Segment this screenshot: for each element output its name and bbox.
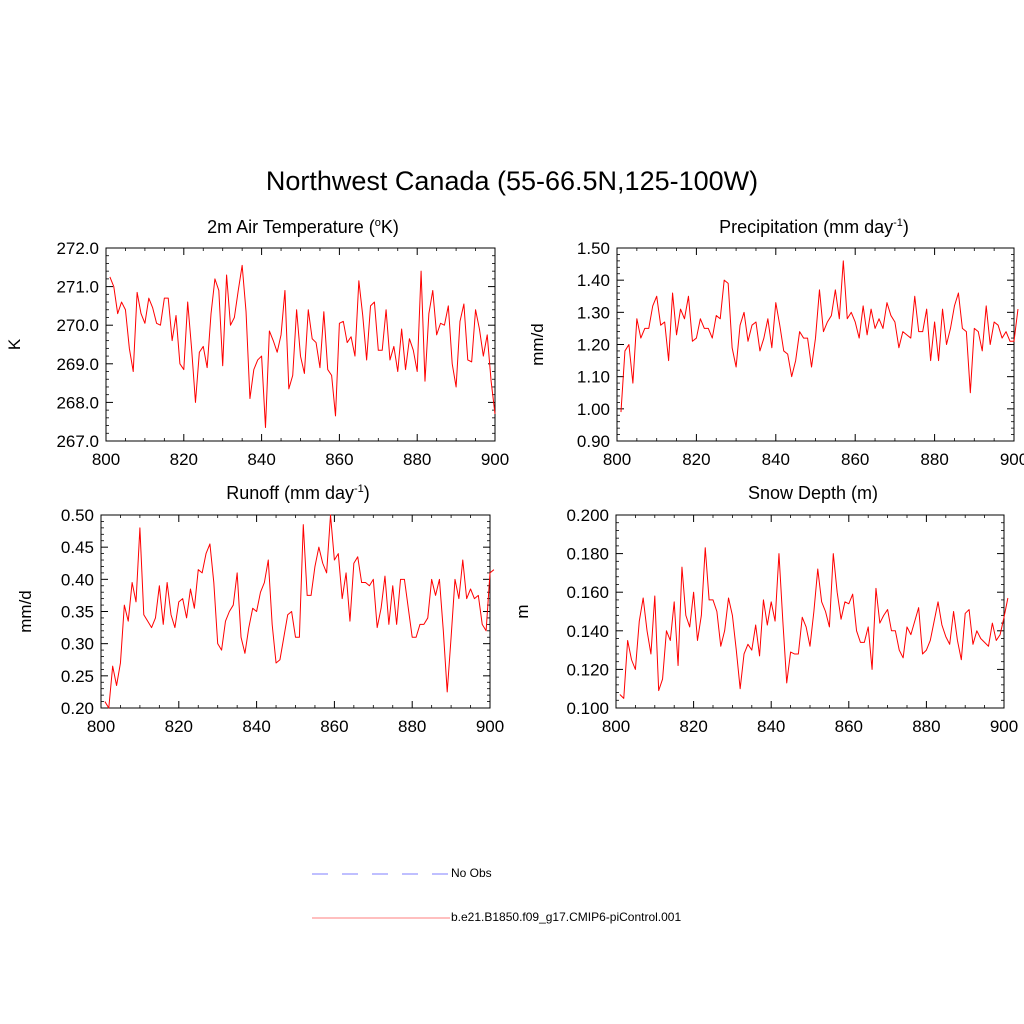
panel-2-x-tick-label: 860 xyxy=(841,450,869,469)
panel-1-y-tick-label: 271.0 xyxy=(56,278,99,297)
panel-4-series-line-0 xyxy=(619,547,1009,699)
panel-2-y-tick-label: 1.30 xyxy=(577,303,610,322)
panel-3-x-tick-label: 800 xyxy=(87,717,115,736)
panel-2-y-tick-label: 1.50 xyxy=(577,239,610,258)
panel-3-y-tick-label: 0.30 xyxy=(61,635,94,654)
panel-2-title-end: ) xyxy=(902,217,909,237)
panel-1-y-tick-label: 267.0 xyxy=(56,432,99,451)
panel-2-x-tick-label: 820 xyxy=(682,450,710,469)
panel-1-frame xyxy=(105,247,496,442)
panel-2-x-tick-label: 840 xyxy=(762,450,790,469)
panel-2-y-tick-label: 1.10 xyxy=(577,368,610,387)
panel-1-x-tick-label: 900 xyxy=(481,450,509,469)
panel-4-x-tick-label: 840 xyxy=(757,717,785,736)
panel-2-title-main: Precipitation (mm day xyxy=(719,217,894,237)
panel-4-y-tick-label: 0.180 xyxy=(566,545,609,564)
legend-entry-obs: No Obs xyxy=(312,864,732,884)
panel-3-title-end: ) xyxy=(363,483,370,503)
panel-1-x-tick-label: 860 xyxy=(325,450,353,469)
panel-3-y-tick-label: 0.35 xyxy=(61,603,94,622)
panel-4-title-main: Snow Depth (m) xyxy=(747,483,879,503)
panel-2-frame xyxy=(616,247,1015,442)
legend-entry-model: b.e21.B1850.f09_g17.CMIP6-piControl.001 xyxy=(312,908,732,928)
panel-4-x-tick-label: 880 xyxy=(912,717,940,736)
panel-2-y-tick-label: 0.90 xyxy=(577,432,610,451)
legend-label-model: b.e21.B1850.f09_g17.CMIP6-piControl.001 xyxy=(451,910,682,924)
panel-3-y-tick-label: 0.25 xyxy=(61,667,94,686)
panel-1-x-tick-label: 880 xyxy=(403,450,431,469)
panel-1-y-tick-label: 270.0 xyxy=(56,316,99,335)
panel-4-frame xyxy=(615,514,1005,709)
panel-4-y-axis-label: m xyxy=(513,604,532,618)
panel-4-x-tick-label: 820 xyxy=(679,717,707,736)
panel-2-series-line-0 xyxy=(620,260,1019,413)
panel-1-x-tick-label: 800 xyxy=(92,450,120,469)
panel-3-title-main: Runoff (mm day xyxy=(226,483,354,503)
panel-3-x-tick-label: 840 xyxy=(242,717,270,736)
panel-1-series-line-0 xyxy=(109,264,496,428)
panel-2-x-tick-label: 900 xyxy=(1000,450,1024,469)
panel-2-title-sup: -1 xyxy=(893,217,903,229)
panel-2-x-tick-label: 880 xyxy=(920,450,948,469)
panel-2-x-tick-label: 800 xyxy=(603,450,631,469)
panel-4-y-tick-label: 0.200 xyxy=(566,506,609,525)
panel-4-x-tick-label: 900 xyxy=(990,717,1018,736)
panel-4-y-tick-label: 0.160 xyxy=(566,583,609,602)
panel-4-x-tick-label: 860 xyxy=(835,717,863,736)
panel-4-y-tick-label: 0.100 xyxy=(566,699,609,718)
panel-1-title-main: 2m Air Temperature ( xyxy=(207,217,375,237)
panel-4-y-tick-label: 0.120 xyxy=(566,660,609,679)
panel-3-series-line-0 xyxy=(104,514,495,709)
panel-1-y-axis-label: K xyxy=(5,338,24,350)
panel-2-y-axis-label: mm/d xyxy=(528,323,547,366)
panel-1-title-sup: o xyxy=(374,217,381,229)
legend-line-dashed xyxy=(312,873,450,875)
panel-1-y-tick-label: 268.0 xyxy=(56,393,99,412)
panel-1-title-end: K) xyxy=(380,217,399,237)
panel-3-y-tick-label: 0.45 xyxy=(61,538,94,557)
panel-3-y-tick-label: 0.50 xyxy=(61,506,94,525)
legend-label-obs: No Obs xyxy=(451,866,492,880)
panel-3-title-sup: -1 xyxy=(353,483,364,495)
panel-2-y-tick-label: 1.40 xyxy=(577,271,610,290)
panel-2-y-tick-label: 1.20 xyxy=(577,336,610,355)
panel-1-x-tick-label: 840 xyxy=(247,450,275,469)
panel-1-title: 2m Air Temperature (oK) xyxy=(106,217,500,238)
panel-3-x-tick-label: 880 xyxy=(398,717,426,736)
panel-1-y-tick-label: 269.0 xyxy=(56,355,99,374)
panel-3-y-tick-label: 0.20 xyxy=(61,699,94,718)
panel-3-title: Runoff (mm day-1) xyxy=(101,483,495,504)
panel-3-y-axis-label: mm/d xyxy=(16,590,35,633)
panel-2-y-tick-label: 1.00 xyxy=(577,400,610,419)
panel-2-title: Precipitation (mm day-1) xyxy=(617,217,1011,238)
panel-3-x-tick-label: 820 xyxy=(165,717,193,736)
panel-1-y-tick-label: 272.0 xyxy=(56,239,99,258)
panel-4-title: Snow Depth (m) xyxy=(616,483,1010,504)
panel-1-x-tick-label: 820 xyxy=(170,450,198,469)
panel-4-x-tick-label: 800 xyxy=(602,717,630,736)
panel-3-frame xyxy=(100,514,491,709)
panel-3-x-tick-label: 900 xyxy=(476,717,504,736)
panel-3-y-tick-label: 0.40 xyxy=(61,570,94,589)
panel-3-x-tick-label: 860 xyxy=(320,717,348,736)
panel-4-y-tick-label: 0.140 xyxy=(566,622,609,641)
legend-line-solid xyxy=(312,917,450,919)
figure-title: Northwest Canada (55-66.5N,125-100W) xyxy=(265,166,759,196)
